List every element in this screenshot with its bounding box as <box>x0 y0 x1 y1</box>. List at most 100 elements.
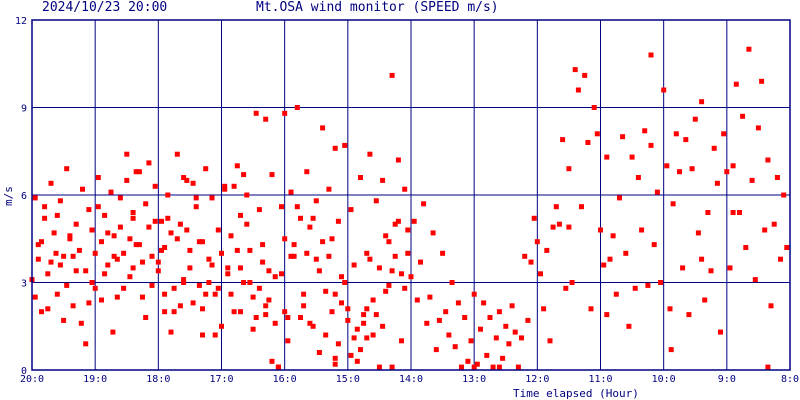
data-point-130 <box>452 344 458 350</box>
data-point-234 <box>781 192 787 198</box>
data-point-303 <box>193 204 199 210</box>
data-point-141 <box>487 315 493 320</box>
data-point-232 <box>774 175 780 180</box>
data-point-17 <box>92 250 98 256</box>
data-point-7 <box>57 262 63 268</box>
data-point-145 <box>500 355 506 361</box>
data-point-249 <box>364 250 370 256</box>
data-point-9 <box>64 282 70 288</box>
data-point-294 <box>222 183 228 189</box>
data-point-367 <box>130 215 136 221</box>
data-point-134 <box>465 358 471 364</box>
data-point-187 <box>632 285 638 291</box>
x-tick-15-0: 15:0 <box>336 374 360 385</box>
data-point-66 <box>250 294 256 300</box>
data-point-242 <box>386 282 392 288</box>
data-point-276 <box>279 204 284 210</box>
data-point-132 <box>459 364 464 370</box>
data-point-45 <box>184 227 190 233</box>
data-point-5 <box>48 259 54 265</box>
data-point-131 <box>455 300 461 306</box>
data-point-198 <box>667 306 673 312</box>
data-point-205 <box>689 166 695 172</box>
data-point-29 <box>133 169 139 175</box>
data-point-127 <box>443 309 449 315</box>
data-point-70 <box>263 303 269 309</box>
data-point-245 <box>376 265 382 271</box>
data-point-302 <box>196 239 202 245</box>
data-point-321 <box>136 169 142 175</box>
data-point-337 <box>86 207 92 213</box>
data-point-69 <box>260 259 266 265</box>
data-point-184 <box>623 250 629 256</box>
data-point-366 <box>332 361 338 367</box>
data-point-106 <box>376 364 382 370</box>
data-point-117 <box>411 218 417 224</box>
data-point-272 <box>291 253 297 259</box>
data-point-263 <box>320 125 326 131</box>
data-point-139 <box>481 300 487 306</box>
data-point-93 <box>335 341 341 347</box>
data-point-59 <box>228 291 234 297</box>
data-point-352 <box>39 309 44 315</box>
data-point-247 <box>370 297 376 303</box>
x-tick-17-0: 17:0 <box>209 374 233 385</box>
x-tick-8-0: 8:0 <box>781 374 799 385</box>
data-point-357 <box>699 256 705 262</box>
data-point-153 <box>525 317 531 323</box>
data-point-47 <box>190 180 196 186</box>
data-point-101 <box>361 312 367 318</box>
data-point-316 <box>152 183 158 189</box>
data-point-16 <box>89 280 95 285</box>
data-point-290 <box>234 163 240 169</box>
data-point-202 <box>680 265 686 271</box>
data-point-191 <box>645 282 651 288</box>
data-point-96 <box>345 317 351 323</box>
data-point-372 <box>200 306 205 312</box>
x-tick-13-0: 13:0 <box>462 374 486 385</box>
data-point-124 <box>433 347 439 353</box>
data-point-52 <box>206 280 212 285</box>
data-point-83 <box>304 250 310 256</box>
data-point-364 <box>496 364 502 370</box>
data-point-169 <box>575 87 581 93</box>
data-point-126 <box>440 250 446 256</box>
data-point-297 <box>212 291 218 297</box>
data-point-285 <box>250 326 256 332</box>
chart-title: Mt.OSA wind monitor (SPEED m/s) <box>256 0 499 15</box>
data-point-92 <box>332 291 338 297</box>
data-point-347 <box>54 291 60 297</box>
data-point-250 <box>361 320 367 326</box>
data-point-186 <box>629 154 635 160</box>
data-point-295 <box>219 323 224 329</box>
data-point-221 <box>740 113 746 119</box>
data-point-338 <box>83 268 89 274</box>
data-point-265 <box>313 198 319 204</box>
data-point-67 <box>253 315 259 320</box>
data-point-343 <box>67 236 73 242</box>
data-point-334 <box>95 175 101 180</box>
data-point-305 <box>187 247 193 253</box>
data-point-264 <box>316 268 322 274</box>
data-point-308 <box>177 221 183 227</box>
data-point-15 <box>86 300 92 306</box>
data-point-237 <box>402 186 408 192</box>
data-point-57 <box>222 186 228 192</box>
x-tick-12-0: 12:0 <box>525 374 549 385</box>
data-point-14 <box>83 341 89 347</box>
data-point-28 <box>130 265 136 271</box>
data-point-225 <box>752 277 758 283</box>
data-point-189 <box>639 227 645 233</box>
data-point-137 <box>474 361 480 367</box>
data-point-33 <box>146 160 152 166</box>
data-point-259 <box>332 355 338 361</box>
data-point-223 <box>746 46 752 52</box>
data-point-244 <box>380 177 386 183</box>
data-point-287 <box>244 192 250 198</box>
x-tick-18-0: 18:0 <box>146 374 170 385</box>
data-point-216 <box>724 169 730 175</box>
data-point-104 <box>370 332 376 338</box>
data-point-174 <box>591 105 597 110</box>
